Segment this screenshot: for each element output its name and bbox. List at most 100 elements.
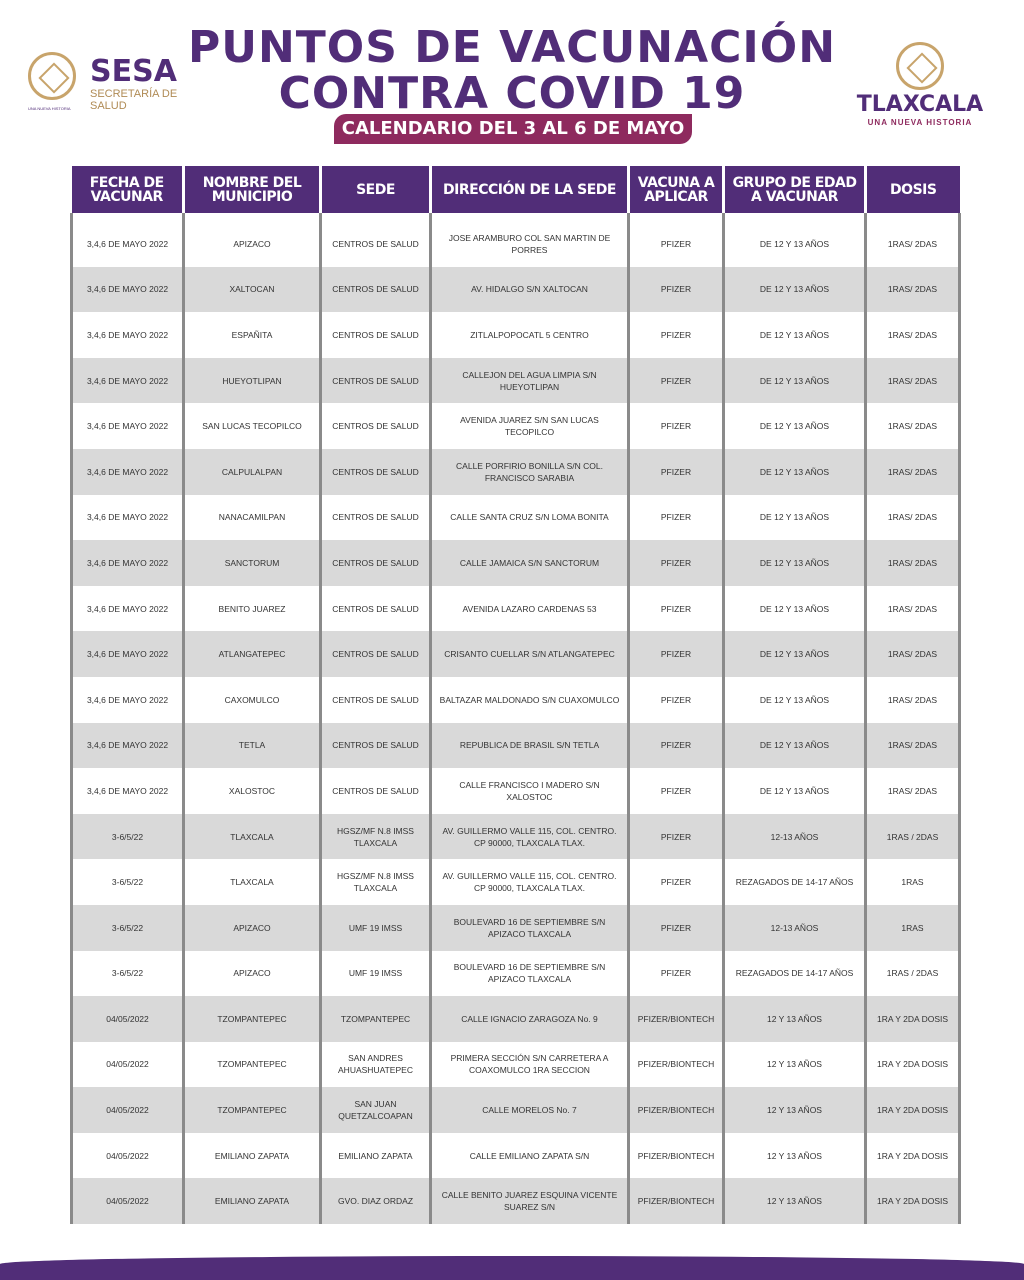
table-cell: SANCTORUM — [182, 540, 322, 586]
table-cell: PFIZER — [627, 904, 725, 951]
table-cell: PFIZER — [627, 494, 725, 541]
table-cell: PFIZER — [627, 266, 725, 313]
table-cell: 1RAS/ 2DAS — [864, 631, 961, 677]
table-cell: TLAXCALA — [182, 813, 322, 860]
table-cell: CALLE IGNACIO ZARAGOZA No. 9 — [429, 996, 630, 1042]
flower-emblem-icon — [28, 52, 76, 100]
table-cell: DE 12 Y 13 AÑOS — [722, 768, 867, 814]
column-header: GRUPO DE EDAD A VACUNAR — [722, 166, 866, 213]
table-cell: HGSZ/MF N.8 IMSS TLAXCALA — [319, 859, 432, 905]
table-cell: 1RA Y 2DA DOSIS — [864, 996, 961, 1042]
table-cell: 1RA Y 2DA DOSIS — [864, 1178, 961, 1225]
table-cell: CRISANTO CUELLAR S/N ATLANGATEPEC — [429, 631, 630, 677]
table-cell: ATLANGATEPEC — [182, 631, 322, 677]
table-cell: AVENIDA JUAREZ S/N SAN LUCAS TECOPILCO — [429, 403, 630, 449]
table-cell: APIZACO — [182, 904, 322, 951]
table-cell: 3,4,6 DE MAYO 2022 — [70, 585, 185, 632]
table-row: 3,4,6 DE MAYO 2022 APIZACO CENTROS DE SALU… — [70, 221, 961, 267]
table-cell: NANACAMILPAN — [182, 494, 322, 541]
table-cell: XALTOCAN — [182, 266, 322, 313]
sesa-logo: SESA SECRETARÍA DE SALUD UNA NUEVA HISTO… — [28, 52, 188, 114]
table-row: 3-6/5/22 APIZACO UMF 19 IMSS BOULEVARD 16 D… — [70, 904, 961, 951]
table-row: 04/05/2022 TZOMPANTEPEC TZOMPANTEPEC CALLE … — [70, 996, 961, 1042]
table-cell: CENTROS DE SALUD — [319, 312, 432, 358]
table-cell: 1RAS/ 2DAS — [864, 494, 961, 541]
table-cell: ZITLALPOPOCATL 5 CENTRO — [429, 312, 630, 358]
table-cell: PFIZER — [627, 540, 725, 586]
table-row: 3,4,6 DE MAYO 2022 CAXOMULCO CENTROS DE SA… — [70, 676, 961, 723]
table-cell: CENTROS DE SALUD — [319, 631, 432, 677]
table-cell: 1RAS/ 2DAS — [864, 448, 961, 495]
table-cell: SAN LUCAS TECOPILCO — [182, 403, 322, 449]
footer-band — [0, 1256, 1024, 1280]
table-cell: 3-6/5/22 — [70, 904, 185, 951]
table-cell: TLAXCALA — [182, 859, 322, 905]
table-cell: PFIZER — [627, 950, 725, 997]
table-cell: 1RAS/ 2DAS — [864, 266, 961, 313]
table-cell: 04/05/2022 — [70, 1178, 185, 1225]
spacer-cell — [182, 213, 322, 221]
table-cell: AVENIDA LAZARO CARDENAS 53 — [429, 585, 630, 632]
table-cell: DE 12 Y 13 AÑOS — [722, 585, 867, 632]
table-cell: CENTROS DE SALUD — [319, 403, 432, 449]
table-cell: PFIZER — [627, 403, 725, 449]
table-cell: BOULEVARD 16 DE SEPTIEMBRE S/N APIZACO T… — [429, 950, 630, 997]
table-cell: 3-6/5/22 — [70, 950, 185, 997]
table-cell: DE 12 Y 13 AÑOS — [722, 722, 867, 769]
table-cell: 3-6/5/22 — [70, 859, 185, 905]
table-header-row: FECHA DE VACUNAR NOMBRE DEL MUNICIPIO SEDE… — [71, 166, 960, 213]
table-cell: PFIZER — [627, 722, 725, 769]
table-cell: 1RAS/ 2DAS — [864, 221, 961, 267]
table-cell: PFIZER — [627, 631, 725, 677]
table-cell: 3,4,6 DE MAYO 2022 — [70, 357, 185, 404]
spacer-cell — [70, 213, 185, 221]
table-cell: 1RAS/ 2DAS — [864, 768, 961, 814]
table-cell: 3,4,6 DE MAYO 2022 — [70, 540, 185, 586]
table-cell: PFIZER/BIONTECH — [627, 1132, 725, 1179]
table-cell: TZOMPANTEPEC — [319, 996, 432, 1042]
table-cell: CALLE EMILIANO ZAPATA S/N — [429, 1132, 630, 1179]
table-cell: CALLE SANTA CRUZ S/N LOMA BONITA — [429, 494, 630, 541]
table-cell: CENTROS DE SALUD — [319, 585, 432, 632]
table-row: 3,4,6 DE MAYO 2022 NANACAMILPAN CENTROS DE… — [70, 494, 961, 541]
table-cell: 1RAS / 2DAS — [864, 813, 961, 860]
table-row: 3-6/5/22 TLAXCALA HGSZ/MF N.8 IMSS TLAXCAL… — [70, 813, 961, 860]
table-cell: DE 12 Y 13 AÑOS — [722, 357, 867, 404]
table-cell: DE 12 Y 13 AÑOS — [722, 540, 867, 586]
table-cell: 3,4,6 DE MAYO 2022 — [70, 403, 185, 449]
table-cell: GVO. DIAZ ORDAZ — [319, 1178, 432, 1225]
table-cell: 1RAS — [864, 859, 961, 905]
table-cell: 12-13 AÑOS — [722, 904, 867, 951]
table-cell: APIZACO — [182, 950, 322, 997]
table-cell: CENTROS DE SALUD — [319, 676, 432, 723]
table-cell: APIZACO — [182, 221, 322, 267]
table-cell: DE 12 Y 13 AÑOS — [722, 221, 867, 267]
table-cell: 1RAS — [864, 904, 961, 951]
sesa-logo-name: SESA — [90, 54, 177, 89]
table-cell: TETLA — [182, 722, 322, 769]
table-cell: REPUBLICA DE BRASIL S/N TETLA — [429, 722, 630, 769]
table-row: 3-6/5/22 APIZACO UMF 19 IMSS BOULEVARD 16 D… — [70, 950, 961, 997]
table-cell: 1RAS/ 2DAS — [864, 585, 961, 632]
table-cell: 04/05/2022 — [70, 1132, 185, 1179]
table-cell: ESPAÑITA — [182, 312, 322, 358]
spacer-row — [70, 213, 961, 221]
table-cell: 3,4,6 DE MAYO 2022 — [70, 221, 185, 267]
table-cell: BALTAZAR MALDONADO S/N CUAXOMULCO — [429, 676, 630, 723]
table-cell: CENTROS DE SALUD — [319, 540, 432, 586]
table-cell: PFIZER — [627, 676, 725, 723]
table-cell: 1RA Y 2DA DOSIS — [864, 1132, 961, 1179]
table-row: 3,4,6 DE MAYO 2022 XALOSTOC CENTROS DE SAL… — [70, 768, 961, 814]
table-cell: CALLEJON DEL AGUA LIMPIA S/N HUEYOTLIPAN — [429, 357, 630, 404]
table-cell: CENTROS DE SALUD — [319, 221, 432, 267]
table-row: 3-6/5/22 TLAXCALA HGSZ/MF N.8 IMSS TLAXCAL… — [70, 859, 961, 905]
table-cell: TZOMPANTEPEC — [182, 1041, 322, 1088]
table-cell: SAN JUAN QUETZALCOAPAN — [319, 1087, 432, 1133]
table-cell: CALLE FRANCISCO I MADERO S/N XALOSTOC — [429, 768, 630, 814]
table-cell: TZOMPANTEPEC — [182, 996, 322, 1042]
table-cell: 1RAS/ 2DAS — [864, 540, 961, 586]
table-cell: CALPULALPAN — [182, 448, 322, 495]
table-cell: AV. GUILLERMO VALLE 115, COL. CENTRO. CP… — [429, 813, 630, 860]
table-cell: DE 12 Y 13 AÑOS — [722, 494, 867, 541]
column-header: VACUNA A APLICAR — [627, 166, 724, 213]
